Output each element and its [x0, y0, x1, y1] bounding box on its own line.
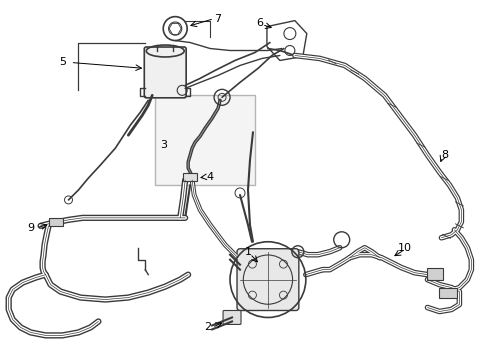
Bar	[439, 288, 456, 298]
Text: 9: 9	[27, 223, 34, 233]
Bar	[183, 173, 197, 181]
Bar	[48, 218, 62, 226]
Text: 7: 7	[214, 14, 221, 24]
Text: 5: 5	[59, 58, 66, 67]
Text: 1: 1	[244, 247, 251, 257]
Text: 8: 8	[440, 150, 447, 160]
Text: 2: 2	[204, 323, 211, 332]
FancyBboxPatch shape	[223, 310, 241, 324]
Bar	[155, 95, 254, 185]
Bar	[427, 268, 443, 280]
Text: 3: 3	[160, 140, 166, 150]
Text: 10: 10	[397, 243, 411, 253]
Text: 4: 4	[206, 172, 213, 182]
FancyBboxPatch shape	[237, 249, 298, 310]
FancyBboxPatch shape	[144, 47, 186, 98]
Text: 6: 6	[256, 18, 263, 28]
